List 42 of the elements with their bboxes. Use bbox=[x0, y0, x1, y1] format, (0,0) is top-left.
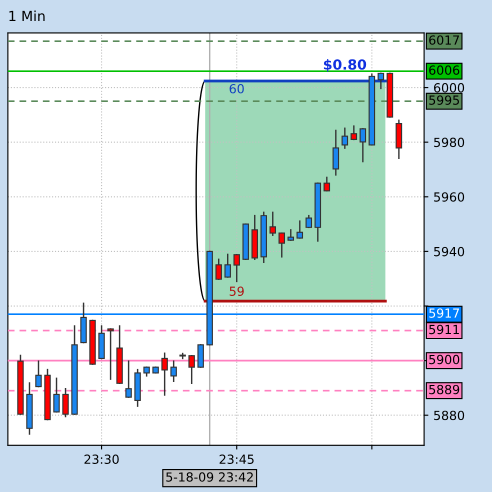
chart-title: 1 Min bbox=[9, 10, 45, 22]
ref-line-label: 5-18-09 23:42 bbox=[166, 472, 253, 482]
ref-line-label: 5917 bbox=[429, 308, 460, 318]
candlestick bbox=[288, 229, 294, 241]
y-tick-label: 5980 bbox=[434, 138, 464, 148]
x-tick-label: 23:45 bbox=[220, 454, 254, 464]
candlestick bbox=[170, 360, 177, 382]
candlestick bbox=[53, 378, 60, 413]
candlestick bbox=[125, 360, 132, 398]
candlestick bbox=[233, 254, 240, 282]
candlestick bbox=[62, 388, 69, 418]
candlestick bbox=[378, 72, 384, 90]
series-label: 59 bbox=[230, 286, 244, 296]
candlestick bbox=[197, 344, 204, 368]
candlestick bbox=[215, 258, 222, 280]
candlestick bbox=[188, 355, 195, 384]
ref-line-label: 5911 bbox=[429, 324, 459, 334]
candlestick bbox=[360, 128, 366, 162]
candlestick bbox=[350, 125, 358, 140]
candlestick bbox=[306, 214, 312, 228]
ref-line-label: 5995 bbox=[429, 95, 459, 105]
candlestick bbox=[324, 176, 330, 192]
annotation: $0.80 bbox=[324, 59, 366, 72]
series-label: 60 bbox=[230, 84, 244, 94]
y-tick-label: 5940 bbox=[434, 246, 464, 256]
candlestick bbox=[224, 254, 231, 278]
candlestick bbox=[342, 128, 348, 149]
ref-line-label: 5900 bbox=[429, 354, 460, 364]
candlestick bbox=[107, 328, 114, 380]
y-tick-label: 6000 bbox=[434, 83, 464, 92]
candlestick bbox=[296, 220, 304, 239]
candlestick bbox=[269, 212, 276, 236]
x-tick-label: 23:30 bbox=[84, 454, 119, 464]
ref-line-label: 5889 bbox=[429, 384, 460, 394]
candlestick bbox=[35, 360, 42, 388]
candlestick bbox=[332, 130, 340, 176]
candlestick bbox=[278, 232, 286, 258]
y-tick-label: 5880 bbox=[434, 410, 464, 420]
ref-line-label: 6006 bbox=[429, 65, 460, 75]
candlestick bbox=[161, 352, 168, 396]
y-tick-label: 5960 bbox=[434, 192, 464, 202]
ref-line-label: 6017 bbox=[429, 35, 460, 45]
